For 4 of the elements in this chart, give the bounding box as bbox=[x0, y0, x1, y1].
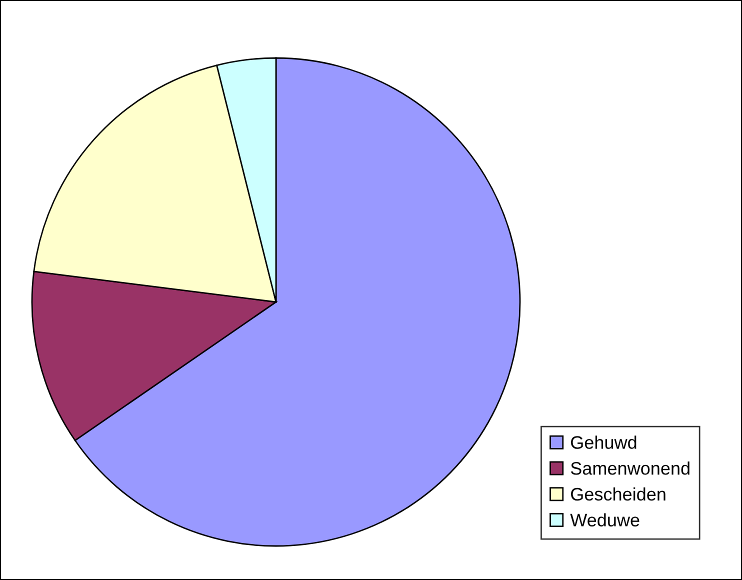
legend-label: Gescheiden bbox=[571, 487, 666, 501]
legend-label: Gehuwd bbox=[571, 436, 636, 449]
legend-label: Samenwonend bbox=[570, 461, 690, 475]
legend-label: Weduwe bbox=[570, 513, 640, 526]
